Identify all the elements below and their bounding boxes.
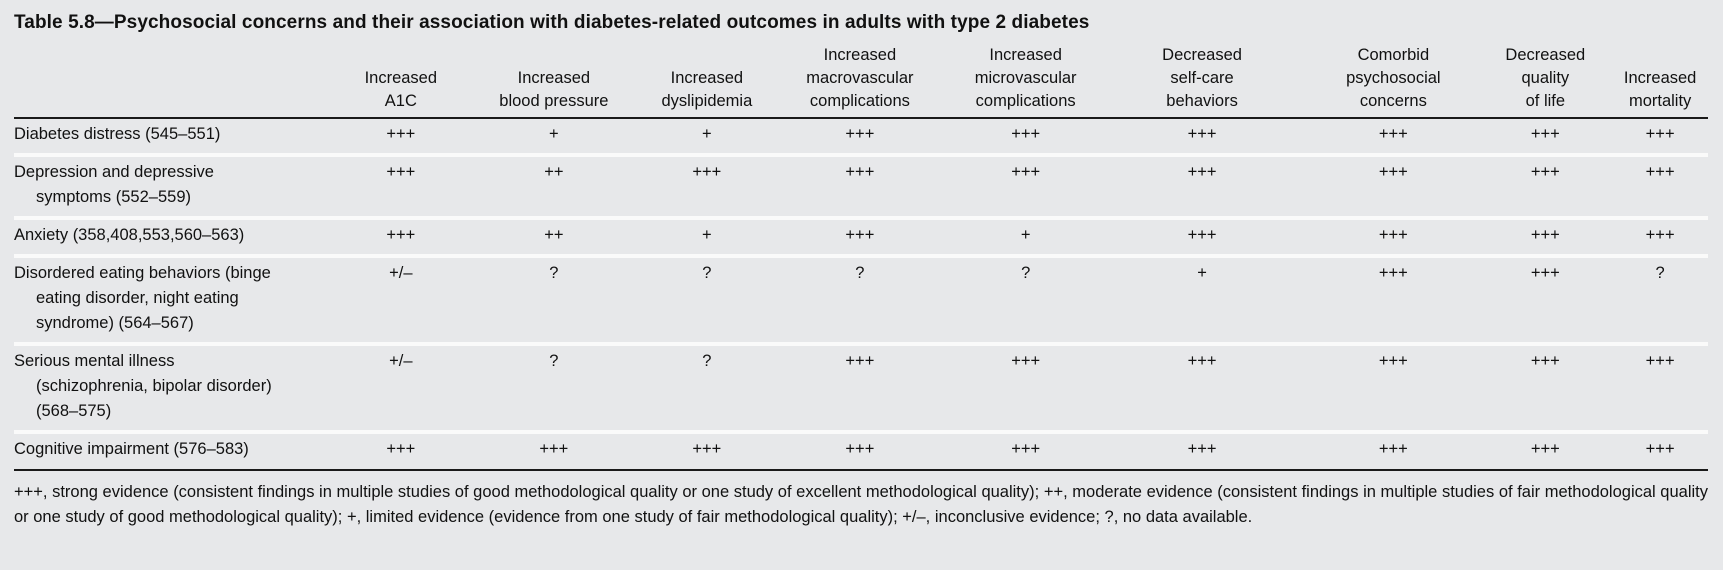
row-label-cell: Anxiety (358,408,553,560–563) <box>14 218 344 258</box>
row-label: Disordered eating behaviors (binge eatin… <box>14 264 271 332</box>
table-cell: ? <box>955 256 1096 346</box>
table-cell: + <box>458 118 650 157</box>
table-cell: +/– <box>343 256 459 346</box>
table-cell: + <box>649 218 765 258</box>
table-row: Serious mental illness (schizophrenia, b… <box>14 344 1708 434</box>
table-cell: +++ <box>1308 256 1479 346</box>
header-blood-pressure: Increased blood pressure <box>458 44 650 119</box>
table-cell: ? <box>649 344 765 434</box>
row-label-cell: Disordered eating behaviors (binge eatin… <box>14 256 344 346</box>
table-cell: +++ <box>764 344 956 434</box>
header-text: Comorbid psychosocial concerns <box>1346 46 1441 110</box>
table-cell: ++ <box>458 218 650 258</box>
table-cell: +++ <box>1612 432 1708 471</box>
header-cell-label <box>14 44 344 119</box>
table-cell: ? <box>1612 256 1708 346</box>
table-cell: +/– <box>343 344 459 434</box>
row-label-cell: Diabetes distress (545–551) <box>14 118 344 157</box>
row-label: Depression and depressive symptoms (552–… <box>14 163 214 206</box>
row-label: Cognitive impairment (576–583) <box>14 440 249 458</box>
table-cell: +++ <box>955 118 1096 157</box>
table-cell: +++ <box>1308 155 1479 220</box>
header-microvascular: Increased microvascular complications <box>955 44 1096 119</box>
header-comorbid: Comorbid psychosocial concerns <box>1308 44 1479 119</box>
header-text: Decreased quality of life <box>1505 46 1586 110</box>
table-row: Cognitive impairment (576–583) +++ +++ +… <box>14 432 1708 471</box>
header-text: Increased A1C <box>364 69 438 110</box>
table-cell: ? <box>764 256 956 346</box>
header-text: Increased macrovascular complications <box>806 46 914 110</box>
table-cell: +++ <box>764 218 956 258</box>
table-cell: +++ <box>1308 218 1479 258</box>
table-row: Diabetes distress (545–551) +++ + + +++ … <box>14 118 1708 157</box>
table-cell: +++ <box>955 432 1096 471</box>
table-cell: ? <box>458 256 650 346</box>
header-text: Increased microvascular complications <box>974 46 1077 110</box>
table-cell: +++ <box>343 155 459 220</box>
table-cell: +++ <box>1095 118 1309 157</box>
row-label-cell: Depression and depressive symptoms (552–… <box>14 155 344 220</box>
table-cell: +++ <box>343 118 459 157</box>
table-cell: +++ <box>1478 256 1613 346</box>
table-cell: ? <box>458 344 650 434</box>
header-dyslipidemia: Increased dyslipidemia <box>649 44 765 119</box>
table-cell: ++ <box>458 155 650 220</box>
table-cell: +++ <box>649 432 765 471</box>
table-cell: + <box>955 218 1096 258</box>
row-label: Diabetes distress (545–551) <box>14 125 221 143</box>
table-cell: +++ <box>955 344 1096 434</box>
table-cell: +++ <box>1612 118 1708 157</box>
table-cell: ? <box>649 256 765 346</box>
table-cell: +++ <box>343 432 459 471</box>
table-cell: +++ <box>1478 432 1613 471</box>
table-cell: +++ <box>1478 344 1613 434</box>
table-title: Table 5.8—Psychosocial concerns and thei… <box>14 12 1090 33</box>
table-cell: +++ <box>764 432 956 471</box>
table-cell: + <box>1095 256 1309 346</box>
table-cell: +++ <box>764 118 956 157</box>
table-cell: +++ <box>1478 118 1613 157</box>
table-cell: +++ <box>1095 155 1309 220</box>
table-cell: +++ <box>1308 432 1479 471</box>
header-text: Increased dyslipidemia <box>661 69 753 110</box>
header-macrovascular: Increased macrovascular complications <box>764 44 956 119</box>
psychosocial-table: Increased A1C Increased blood pressure I… <box>14 44 1708 471</box>
table-row: Anxiety (358,408,553,560–563) +++ ++ + +… <box>14 218 1708 258</box>
row-label: Anxiety (358,408,553,560–563) <box>14 226 245 244</box>
header-text: Increased blood pressure <box>499 69 609 110</box>
header-mortality: Increased mortality <box>1612 44 1708 119</box>
table-cell: +++ <box>1612 344 1708 434</box>
table-cell: +++ <box>458 432 650 471</box>
row-label: Serious mental illness (schizophrenia, b… <box>14 352 272 420</box>
table-cell: +++ <box>343 218 459 258</box>
table-footnote: +++, strong evidence (consistent finding… <box>14 483 1708 526</box>
header-text: Increased mortality <box>1623 69 1697 110</box>
row-label-cell: Cognitive impairment (576–583) <box>14 432 344 471</box>
table-cell: +++ <box>1478 155 1613 220</box>
table-cell: +++ <box>649 155 765 220</box>
table-cell: +++ <box>764 155 956 220</box>
table-row: Disordered eating behaviors (binge eatin… <box>14 256 1708 346</box>
table-cell: +++ <box>1308 118 1479 157</box>
header-quality-of-life: Decreased quality of life <box>1478 44 1613 119</box>
row-label-cell: Serious mental illness (schizophrenia, b… <box>14 344 344 434</box>
header-a1c: Increased A1C <box>343 44 459 119</box>
table-row: Depression and depressive symptoms (552–… <box>14 155 1708 220</box>
table-cell: +++ <box>1095 432 1309 471</box>
table-cell: +++ <box>1612 155 1708 220</box>
table-cell: +++ <box>1095 218 1309 258</box>
table-cell: +++ <box>1095 344 1309 434</box>
table-header-row: Increased A1C Increased blood pressure I… <box>14 44 1708 119</box>
table-cell: +++ <box>1308 344 1479 434</box>
table-cell: +++ <box>1478 218 1613 258</box>
table-cell: +++ <box>955 155 1096 220</box>
table-cell: +++ <box>1612 218 1708 258</box>
header-self-care: Decreased self-care behaviors <box>1095 44 1309 119</box>
table-cell: + <box>649 118 765 157</box>
header-text: Decreased self-care behaviors <box>1162 46 1242 110</box>
